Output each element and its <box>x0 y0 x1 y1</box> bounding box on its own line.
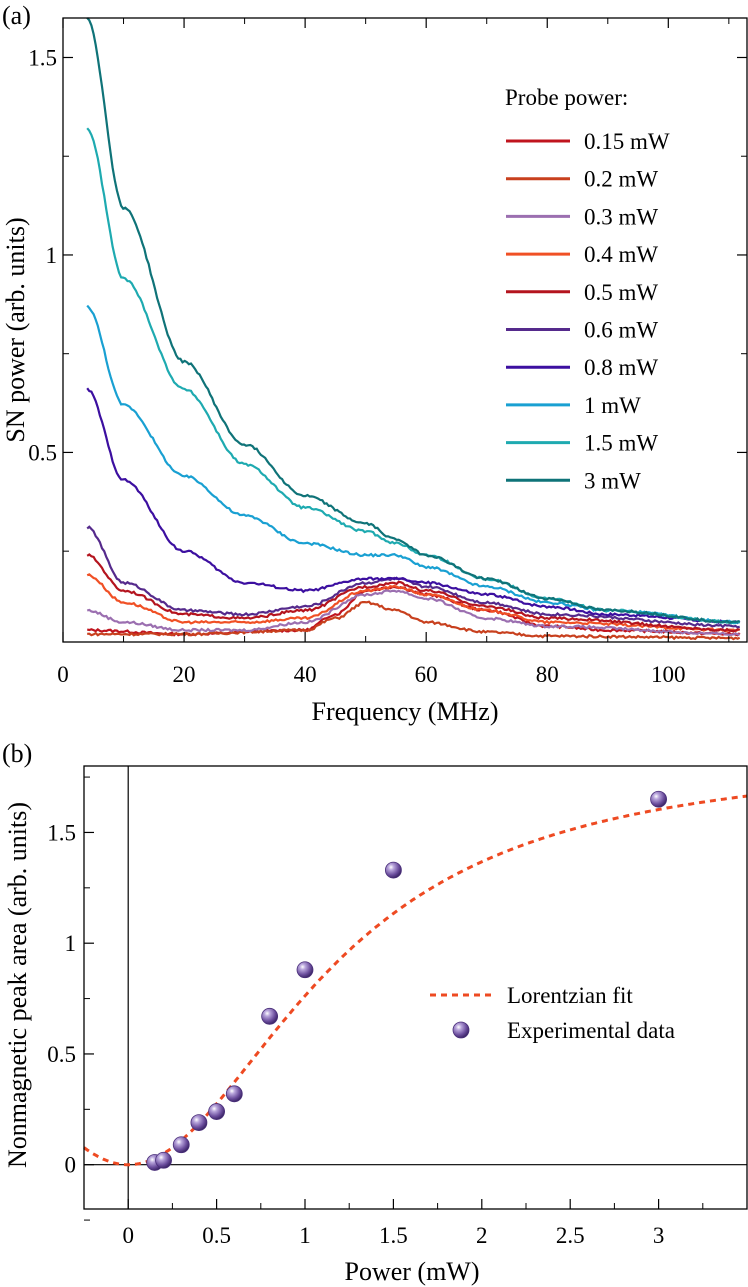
legend-label-0.15-mW: 0.15 mW <box>584 129 670 154</box>
data-point <box>261 1007 279 1025</box>
legend-label-0.5-mW: 0.5 mW <box>584 280 658 305</box>
b-xtick-label: 0 <box>122 1223 134 1248</box>
panel-b-xlabel: Power (mW) <box>344 1257 479 1286</box>
legend-label-0.6-mW: 0.6 mW <box>584 318 658 343</box>
b-xtick-label: 2.5 <box>556 1223 585 1248</box>
panel-b: (b) 0 0.5 1 1.5 2 2.5 3 0 0.5 1 1.5 Power (mW) Non… <box>2 739 748 1286</box>
panel-a-label: (a) <box>2 1 31 30</box>
a-ytick-label: 0.5 <box>28 440 57 465</box>
data-point <box>225 1085 243 1103</box>
panel-b-frame <box>83 765 748 1210</box>
panel-b-legend: Lorentzian fit Experimental data <box>430 983 675 1043</box>
series-line-0.2-mW <box>87 600 741 641</box>
a-ytick-label: 1 <box>46 243 58 268</box>
series-line-0.5-mW <box>86 553 740 633</box>
panel-a-ticks: 0 20 40 60 80 100 0.5 1 1.5 <box>28 18 747 687</box>
b-ytick-label: 1.5 <box>47 820 76 845</box>
legend-label-0.2-mW: 0.2 mW <box>584 167 658 192</box>
data-point <box>208 1103 226 1120</box>
data-point <box>155 1151 172 1169</box>
a-xtick-label: 80 <box>536 662 559 687</box>
series-line-0.8-mW <box>86 387 741 625</box>
data-point <box>296 961 314 979</box>
b-xtick-label: 0.5 <box>202 1223 231 1248</box>
legend-points-swatch <box>452 1021 470 1039</box>
data-point <box>172 1136 190 1154</box>
data-point <box>190 1114 208 1132</box>
series-line-0.4-mW <box>86 573 741 633</box>
b-xtick-label: 1.5 <box>379 1223 408 1248</box>
panel-b-points <box>146 790 667 1171</box>
panel-b-label: (b) <box>2 739 32 768</box>
data-point <box>384 861 402 879</box>
panel-a-series <box>86 17 741 641</box>
legend-label-1.5-mW: 1.5 mW <box>584 431 658 456</box>
series-line-0.3-mW <box>86 589 740 637</box>
a-xtick-label: 100 <box>651 662 686 687</box>
panel-b-fit <box>83 794 748 1167</box>
b-xtick-label: 1 <box>299 1223 311 1248</box>
b-xtick-label: 2 <box>476 1223 488 1248</box>
legend-title: Probe power: <box>505 85 628 110</box>
legend-label-0.4-mW: 0.4 mW <box>584 242 658 267</box>
legend-label-0.3-mW: 0.3 mW <box>584 204 658 229</box>
b-ytick-label: 0.5 <box>47 1042 76 1067</box>
panel-b-ticks: 0 0.5 1 1.5 2 2.5 3 0 0.5 1 1.5 <box>47 776 704 1248</box>
series-line-0.6-mW <box>86 525 741 629</box>
panel-b-ylabel: Nonmagnetic peak area (arb. units) <box>3 802 32 1168</box>
series-line-3-mW <box>86 17 740 625</box>
a-xtick-label: 20 <box>173 662 196 687</box>
a-xtick-label: 60 <box>415 662 438 687</box>
panel-a-frame <box>62 17 748 643</box>
panel-a-ylabel: SN power (arb. units) <box>1 217 30 442</box>
data-point <box>650 790 667 808</box>
legend-label-1-mW: 1 mW <box>584 393 641 418</box>
a-xtick-label: 40 <box>294 662 317 687</box>
a-ytick-label: 1.5 <box>28 45 57 70</box>
panel-b-zero-axes <box>84 766 747 1209</box>
legend-points-label: Experimental data <box>507 1018 675 1043</box>
legend-label-0.8-mW: 0.8 mW <box>584 355 658 380</box>
b-xtick-label: 3 <box>653 1223 665 1248</box>
b-ytick-label: 1 <box>65 931 77 956</box>
legend-label-3-mW: 3 mW <box>584 468 641 493</box>
a-xtick-label: 0 <box>57 662 69 687</box>
panel-a-legend: Probe power: 0.15 mW 0.2 mW 0.3 mW 0.4 mW 0.… <box>505 85 670 493</box>
b-ytick-label: 0 <box>65 1153 77 1178</box>
panel-a-xlabel: Frequency (MHz) <box>312 697 499 726</box>
legend-fit-label: Lorentzian fit <box>507 983 633 1008</box>
series-line-1-mW <box>86 304 740 625</box>
lorentzian-fit-curve <box>83 794 748 1167</box>
